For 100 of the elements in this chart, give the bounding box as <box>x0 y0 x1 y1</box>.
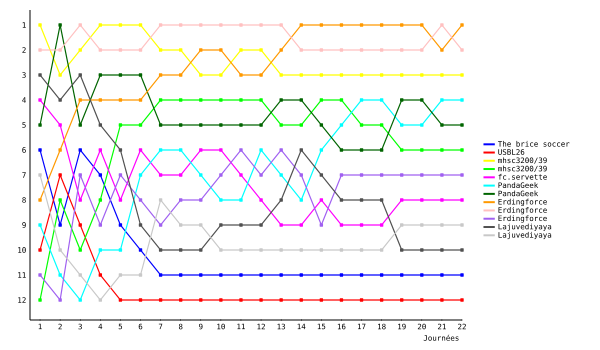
point <box>460 48 464 52</box>
point <box>199 123 202 127</box>
point <box>340 48 344 52</box>
point <box>118 298 122 302</box>
point <box>199 148 202 152</box>
point <box>38 23 42 27</box>
point <box>340 148 344 152</box>
point <box>118 123 122 127</box>
point <box>138 23 142 27</box>
point <box>360 23 364 27</box>
point <box>158 23 162 27</box>
point <box>380 23 384 27</box>
point <box>219 298 223 302</box>
point <box>360 73 364 77</box>
point <box>158 98 162 102</box>
point <box>380 298 384 302</box>
point <box>380 173 384 177</box>
point <box>400 148 404 152</box>
point <box>380 148 384 152</box>
point <box>219 198 223 202</box>
point <box>78 223 82 227</box>
point <box>460 123 464 127</box>
point <box>320 198 324 202</box>
point <box>118 198 122 202</box>
point <box>98 148 102 152</box>
point <box>300 223 303 227</box>
point <box>239 223 243 227</box>
point <box>420 298 424 302</box>
point <box>179 298 182 302</box>
point <box>259 98 263 102</box>
point <box>158 123 162 127</box>
point <box>78 98 82 102</box>
point <box>279 198 283 202</box>
point <box>440 98 444 102</box>
point <box>158 248 162 252</box>
point <box>400 298 404 302</box>
point <box>78 173 82 177</box>
point <box>219 248 223 252</box>
point <box>158 223 162 227</box>
point <box>158 173 162 177</box>
point <box>138 73 142 77</box>
point <box>400 173 404 177</box>
point <box>58 273 62 277</box>
point <box>179 198 182 202</box>
point <box>239 48 243 52</box>
point <box>138 273 142 277</box>
point <box>38 298 42 302</box>
point <box>78 198 82 202</box>
point <box>440 198 444 202</box>
point <box>58 48 62 52</box>
point <box>460 98 464 102</box>
point <box>239 148 243 152</box>
point <box>460 223 464 227</box>
point <box>340 223 344 227</box>
point <box>179 223 182 227</box>
point <box>219 73 223 77</box>
point <box>219 223 223 227</box>
point <box>340 248 344 252</box>
point <box>138 198 142 202</box>
point <box>400 198 404 202</box>
point <box>360 273 364 277</box>
point <box>58 23 62 27</box>
point <box>78 148 82 152</box>
point <box>199 248 202 252</box>
point <box>360 173 364 177</box>
point <box>460 73 464 77</box>
point <box>98 48 102 52</box>
point <box>199 23 202 27</box>
point <box>259 123 263 127</box>
point <box>179 48 182 52</box>
point <box>279 248 283 252</box>
point <box>98 248 102 252</box>
point <box>340 98 344 102</box>
point <box>179 173 182 177</box>
point <box>259 73 263 77</box>
point <box>179 248 182 252</box>
point <box>300 248 303 252</box>
point <box>219 123 223 127</box>
point <box>38 223 42 227</box>
point <box>98 73 102 77</box>
point <box>440 298 444 302</box>
point <box>300 48 303 52</box>
point <box>340 73 344 77</box>
point <box>179 23 182 27</box>
point <box>360 248 364 252</box>
point <box>420 273 424 277</box>
point <box>158 298 162 302</box>
point <box>98 198 102 202</box>
point <box>58 98 62 102</box>
point <box>360 298 364 302</box>
point <box>320 173 324 177</box>
point <box>138 123 142 127</box>
point <box>58 173 62 177</box>
point <box>98 98 102 102</box>
point <box>380 223 384 227</box>
point <box>279 298 283 302</box>
point <box>259 248 263 252</box>
point <box>78 273 82 277</box>
point <box>440 223 444 227</box>
point <box>440 273 444 277</box>
